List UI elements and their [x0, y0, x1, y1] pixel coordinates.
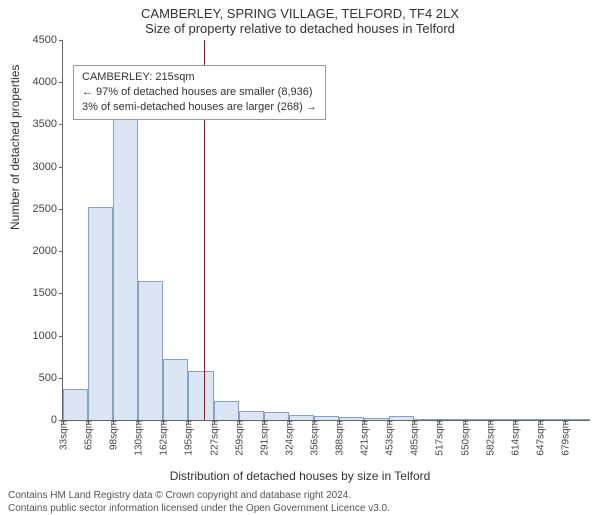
x-tick-label: 453sqm: [383, 420, 396, 456]
histogram-bar: [63, 389, 88, 420]
x-tick-label: 647sqm: [533, 420, 546, 456]
annotation-box: CAMBERLEY: 215sqm ← 97% of detached hous…: [73, 65, 326, 120]
x-tick-label: 550sqm: [458, 420, 471, 456]
x-tick-label: 485sqm: [408, 420, 421, 456]
annotation-line2: ← 97% of detached houses are smaller (8,…: [82, 85, 317, 100]
y-tick-mark: [59, 336, 63, 337]
x-tick-label: 356sqm: [307, 420, 320, 456]
x-tick-label: 582sqm: [483, 420, 496, 456]
footer-attribution: Contains HM Land Registry data © Crown c…: [0, 483, 600, 515]
annotation-line3: 3% of semi-detached houses are larger (2…: [82, 100, 317, 115]
chart-title-line1: CAMBERLEY, SPRING VILLAGE, TELFORD, TF4 …: [0, 0, 600, 21]
x-tick-label: 388sqm: [333, 420, 346, 456]
x-tick-label: 517sqm: [433, 420, 446, 456]
y-tick-mark: [59, 167, 63, 168]
footer-line2: Contains public sector information licen…: [8, 502, 592, 515]
histogram-bar: [88, 207, 113, 420]
x-tick-label: 227sqm: [207, 420, 220, 456]
x-tick-label: 98sqm: [107, 420, 120, 450]
histogram-bar: [138, 281, 163, 420]
histogram-bar: [214, 401, 239, 420]
x-tick-label: 162sqm: [157, 420, 170, 456]
x-tick-label: 33sqm: [57, 420, 70, 450]
histogram-bar: [113, 106, 138, 420]
histogram-bar: [188, 371, 213, 420]
histogram-bar: [264, 412, 289, 420]
x-tick-label: 65sqm: [82, 420, 95, 450]
y-tick-mark: [59, 251, 63, 252]
footer-line1: Contains HM Land Registry data © Crown c…: [8, 489, 592, 502]
x-tick-label: 421sqm: [358, 420, 371, 456]
x-tick-label: 259sqm: [232, 420, 245, 456]
y-tick-mark: [59, 209, 63, 210]
x-tick-label: 130sqm: [132, 420, 145, 456]
y-tick-mark: [59, 124, 63, 125]
x-tick-label: 291sqm: [257, 420, 270, 456]
chart-title-line2: Size of property relative to detached ho…: [0, 21, 600, 40]
x-tick-label: 614sqm: [508, 420, 521, 456]
annotation-line1: CAMBERLEY: 215sqm: [82, 70, 317, 85]
x-axis-label: Distribution of detached houses by size …: [0, 469, 600, 483]
y-tick-mark: [59, 378, 63, 379]
x-tick-label: 324sqm: [282, 420, 295, 456]
chart-plot-area: CAMBERLEY: 215sqm ← 97% of detached hous…: [62, 40, 590, 421]
y-tick-mark: [59, 40, 63, 41]
x-tick-label: 195sqm: [182, 420, 195, 456]
histogram-bar: [239, 411, 264, 420]
y-axis-label: Number of detached properties: [8, 65, 22, 230]
y-tick-mark: [59, 293, 63, 294]
histogram-bar: [163, 359, 188, 420]
y-tick-mark: [59, 82, 63, 83]
x-tick-label: 679sqm: [558, 420, 571, 456]
